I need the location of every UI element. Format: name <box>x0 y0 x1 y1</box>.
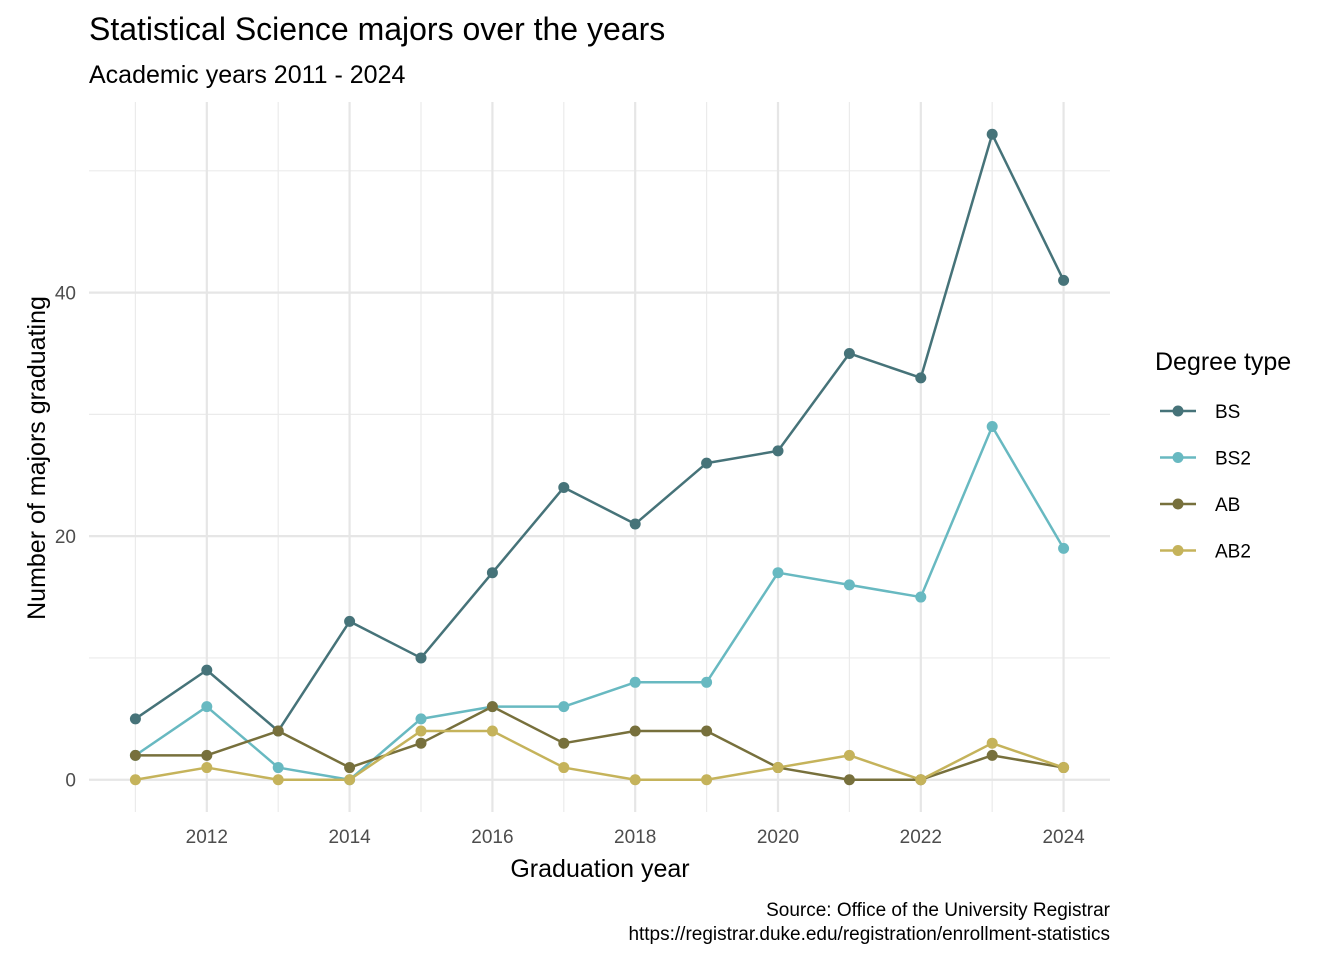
point-bs-2021 <box>843 347 855 359</box>
point-ab2-2024 <box>1058 762 1070 774</box>
legend-key-point-ab <box>1172 498 1184 510</box>
point-bs-2011 <box>129 713 141 725</box>
point-ab2-2011 <box>129 774 141 786</box>
point-ab2-2019 <box>701 774 713 786</box>
point-ab2-2023 <box>986 737 998 749</box>
series-points <box>129 128 1070 786</box>
point-bs-2017 <box>558 481 570 493</box>
point-ab-2021 <box>843 774 855 786</box>
legend-key-point-bs2 <box>1172 452 1184 463</box>
x-tick-label: 2016 <box>471 827 513 848</box>
point-ab2-2018 <box>629 774 641 786</box>
point-bs2-2021 <box>843 579 855 591</box>
legend-key-point-ab2 <box>1172 545 1184 556</box>
point-ab-2012 <box>201 749 213 761</box>
legend-key-point-bs <box>1172 405 1184 417</box>
point-ab-2016 <box>486 701 498 713</box>
point-bs2-2024 <box>1058 542 1070 554</box>
y-axis-title: Number of majors graduating <box>23 296 51 620</box>
x-tick-label: 2014 <box>328 827 371 848</box>
series-line-ab2 <box>135 729 1064 781</box>
x-tick-label: 2012 <box>186 827 228 848</box>
point-ab-2014 <box>344 762 356 774</box>
axis-ticks: 2012 2014 2016 2018 2020 2022 2024 0 20 40 <box>55 284 1085 848</box>
point-ab-2013 <box>272 725 284 737</box>
chart-subtitle: Academic years 2011 - 2024 <box>89 61 405 89</box>
y-tick-label: 0 <box>65 771 76 792</box>
point-bs2-2013 <box>272 762 284 774</box>
point-bs2-2018 <box>629 676 641 688</box>
point-bs-2019 <box>701 457 713 469</box>
point-ab2-2015 <box>415 725 427 737</box>
legend: BS BS2 AB AB2 <box>1160 402 1251 563</box>
caption-source: Source: Office of the University Registr… <box>766 900 1111 921</box>
y-tick-label: 20 <box>55 527 76 548</box>
point-ab2-2021 <box>843 749 855 761</box>
point-bs2-2020 <box>772 567 784 579</box>
point-bs-2020 <box>772 445 784 457</box>
point-ab-2018 <box>629 725 641 737</box>
point-bs2-2015 <box>415 713 427 725</box>
legend-label-bs: BS <box>1215 402 1240 423</box>
point-bs2-2023 <box>986 421 998 433</box>
point-bs2-2022 <box>915 591 927 603</box>
point-ab-2011 <box>129 749 141 761</box>
point-ab-2023 <box>986 749 998 761</box>
grid <box>89 102 1110 812</box>
point-bs2-2019 <box>701 676 713 688</box>
point-bs-2014 <box>344 615 356 627</box>
x-tick-label: 2024 <box>1042 827 1085 848</box>
point-ab-2019 <box>701 725 713 737</box>
x-tick-label: 2018 <box>614 827 656 848</box>
point-bs-2024 <box>1058 274 1070 286</box>
point-ab2-2014 <box>344 774 356 786</box>
point-bs-2012 <box>201 664 213 676</box>
x-tick-label: 2022 <box>900 827 942 848</box>
point-bs2-2017 <box>558 701 570 713</box>
series-lines <box>134 133 1065 781</box>
series-line-bs2 <box>134 425 1065 781</box>
point-ab2-2017 <box>558 762 570 774</box>
point-bs-2018 <box>629 518 641 530</box>
series-line-bs <box>134 133 1065 733</box>
legend-title: Degree type <box>1155 348 1291 376</box>
x-tick-label: 2020 <box>757 827 799 848</box>
point-ab-2015 <box>415 737 427 749</box>
series-line-ab <box>135 705 1064 781</box>
point-bs-2015 <box>415 652 427 664</box>
legend-label-bs2: BS2 <box>1215 449 1251 470</box>
point-bs-2016 <box>486 567 498 579</box>
legend-label-ab: AB <box>1215 495 1240 516</box>
point-bs-2023 <box>986 128 998 140</box>
point-ab2-2022 <box>915 774 927 786</box>
legend-label-ab2: AB2 <box>1215 542 1251 563</box>
point-ab-2017 <box>558 737 570 749</box>
point-ab2-2020 <box>772 762 784 774</box>
point-ab2-2016 <box>486 725 498 737</box>
point-bs-2022 <box>915 372 927 384</box>
point-ab2-2012 <box>201 762 213 774</box>
x-axis-title: Graduation year <box>510 855 689 883</box>
chart-title: Statistical Science majors over the year… <box>89 11 665 47</box>
point-ab2-2013 <box>272 774 284 786</box>
point-bs2-2012 <box>201 701 213 713</box>
caption-url: https://registrar.duke.edu/registration/… <box>628 924 1110 945</box>
y-tick-label: 40 <box>55 284 76 305</box>
